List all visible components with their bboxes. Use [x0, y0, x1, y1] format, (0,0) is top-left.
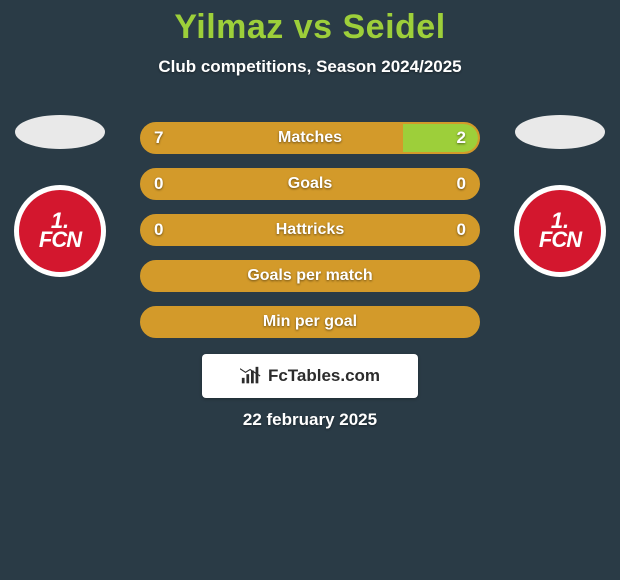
club-badge-inner: 1. FCN — [19, 190, 101, 272]
club-badge-inner: 1. FCN — [519, 190, 601, 272]
stat-bar: Goals0 0 — [140, 168, 480, 200]
date-label: 22 february 2025 — [0, 410, 620, 430]
stat-bar-label: Goals per match — [142, 262, 478, 290]
player-right-slot: 1. FCN — [514, 115, 606, 277]
stat-bar: Min per goal — [140, 306, 480, 338]
player-right-club-badge: 1. FCN — [514, 185, 606, 277]
comparison-card: Yilmaz vs Seidel Club competitions, Seas… — [0, 0, 620, 580]
watermark-text: FcTables.com — [268, 366, 380, 386]
page-title: Yilmaz vs Seidel — [0, 0, 620, 47]
stat-bar-label: Hattricks — [142, 216, 478, 244]
player-left-slot: 1. FCN — [14, 115, 106, 277]
stat-bar-value-left: 7 — [154, 124, 163, 152]
stat-bar-value-left: 0 — [154, 216, 163, 244]
stat-bar: Hattricks0 0 — [140, 214, 480, 246]
stat-bar-value-right: 0 — [457, 170, 466, 198]
stat-bar: Matches7 2 — [140, 122, 480, 154]
stat-bar-value-left: 0 — [154, 170, 163, 198]
stat-bar-label: Goals — [142, 170, 478, 198]
chart-icon — [240, 366, 262, 386]
stat-bar-label: Min per goal — [142, 308, 478, 336]
player-left-club-badge: 1. FCN — [14, 185, 106, 277]
club-badge-bottom: FCN — [539, 231, 581, 250]
stats-bars: Matches72Goals00Hattricks00Goals per mat… — [140, 122, 480, 352]
stat-bar-value-right: 0 — [457, 216, 466, 244]
player-left-oval — [15, 115, 105, 149]
club-badge-bottom: FCN — [39, 231, 81, 250]
stat-bar-value-right: 2 — [457, 124, 466, 152]
watermark: FcTables.com — [202, 354, 418, 398]
subtitle: Club competitions, Season 2024/2025 — [0, 57, 620, 77]
stat-bar: Goals per match — [140, 260, 480, 292]
stat-bar-label: Matches — [142, 124, 478, 152]
player-right-oval — [515, 115, 605, 149]
